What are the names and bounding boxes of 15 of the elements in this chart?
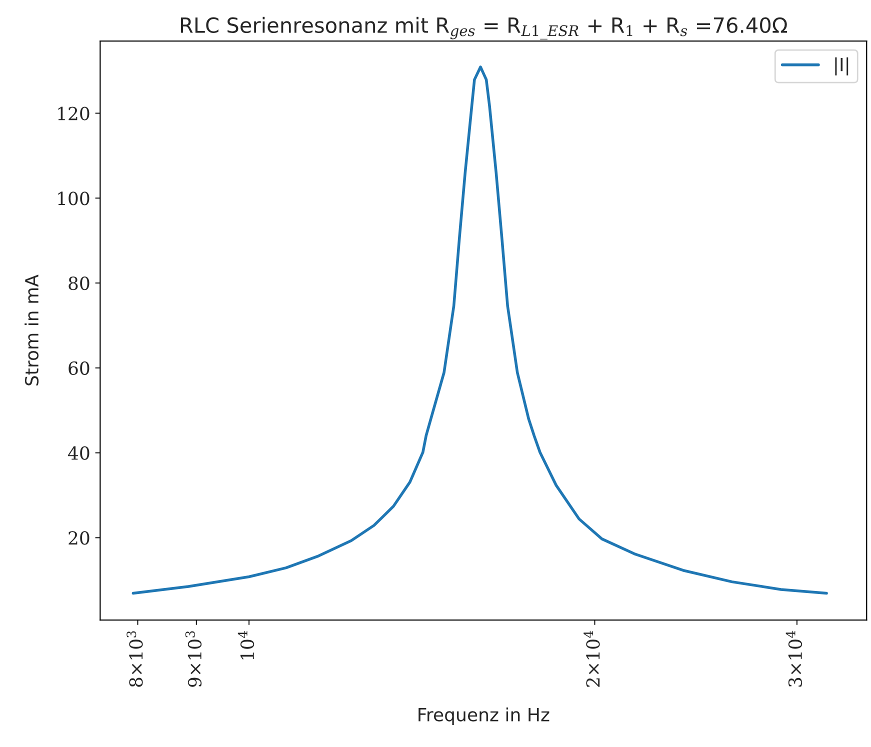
y-axis-title: Strom in mA <box>24 274 39 386</box>
y-tick-label: 40 <box>68 446 90 460</box>
y-tick-label: 120 <box>58 106 90 120</box>
chart-title: RLC Serienresonanz mit R$_{ges}$ = R$_{L1_ESR}$ + R$_{1}$ + R$_{s}$ =76.40Ω <box>180 16 788 40</box>
x-tick-label: 2×10$^{4}$ <box>584 630 600 687</box>
x-tick-label: 9×10$^{3}$ <box>185 631 202 687</box>
y-tick-label: 80 <box>68 276 90 290</box>
y-tick-label: 60 <box>68 361 90 376</box>
x-tick-label: 10$^{4}$ <box>238 630 254 660</box>
y-tick-label: 100 <box>58 192 90 206</box>
legend-label: |I| <box>835 57 848 76</box>
x-tick-label: 8×10$^{3}$ <box>126 631 143 687</box>
x-axis-title: Frequenz in Hz <box>418 707 550 725</box>
y-tick-label: 20 <box>68 531 90 545</box>
x-tick-label: 3×10$^{4}$ <box>786 630 802 687</box>
